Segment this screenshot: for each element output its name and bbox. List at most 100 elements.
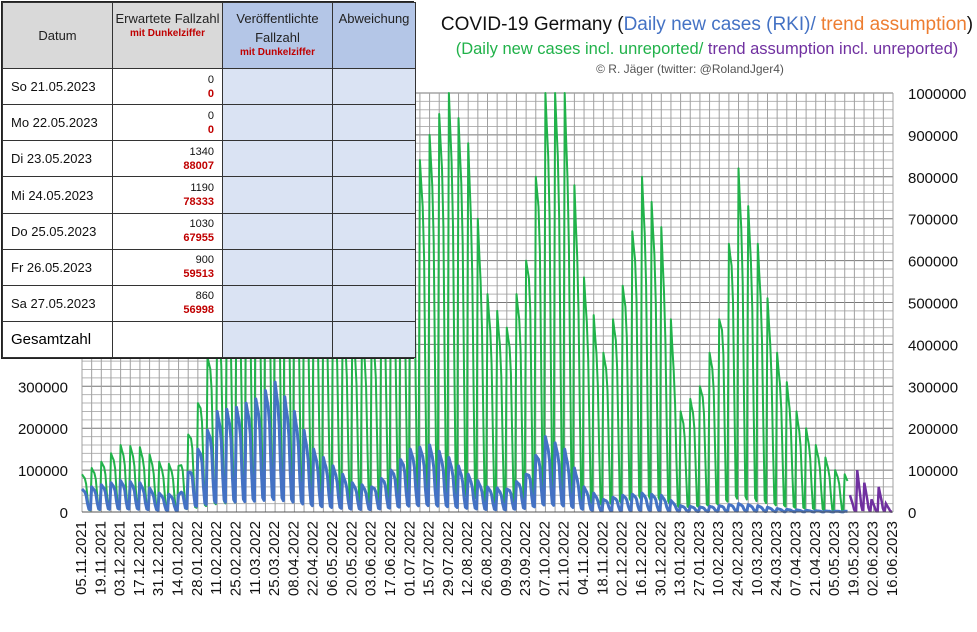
table-row: Mo 22.05.2023 0 0 <box>2 104 416 142</box>
table-row: Mi 24.05.2023 1190 78333 <box>2 176 416 214</box>
y-tick-right: 1000000 <box>908 86 966 103</box>
row-deviation <box>332 140 416 178</box>
row-published <box>222 212 333 250</box>
total-deviation <box>332 320 416 359</box>
row-date: Di 23.05.2023 <box>2 140 113 178</box>
y-tick-right: 900000 <box>908 128 958 145</box>
chart-title-part: Daily new cases (RKI)/ <box>624 14 817 35</box>
x-tick-label: 02.12.2022 <box>614 521 631 596</box>
chart-title-part: trend assumption <box>816 14 967 35</box>
row-expected-dark: 67955 <box>183 232 214 245</box>
row-published <box>222 248 333 286</box>
total-label: Gesamtzahl <box>2 320 113 359</box>
x-tick-label: 26.08.2022 <box>479 521 496 596</box>
row-deviation <box>332 68 416 106</box>
row-published <box>222 140 333 178</box>
x-tick-label: 05.11.2021 <box>73 521 90 595</box>
x-tick-label: 31.12.2021 <box>150 521 167 596</box>
y-tick-left: 200000 <box>18 421 68 438</box>
x-tick-label: 08.04.2022 <box>285 521 302 596</box>
chart-title-part: COVID-19 Germany ( <box>441 14 624 35</box>
row-deviation <box>332 212 416 250</box>
row-expected: 900 59513 <box>112 248 223 286</box>
row-published <box>222 176 333 214</box>
chart-subtitle-part: trend assumption incl. unreported <box>703 40 952 58</box>
x-tick-label: 25.03.2022 <box>266 521 283 596</box>
row-expected: 1190 78333 <box>112 176 223 214</box>
row-expected-dark: 0 <box>207 87 214 100</box>
row-expected-rki: 1030 <box>189 218 214 231</box>
x-tick-label: 02.06.2023 <box>865 521 882 596</box>
x-tick-label: 24.02.2023 <box>730 521 747 596</box>
row-expected-rki: 900 <box>195 254 214 267</box>
row-deviation <box>332 104 416 142</box>
x-tick-label: 17.06.2022 <box>382 521 399 596</box>
x-tick-label: 01.07.2022 <box>401 521 418 596</box>
x-tick-label: 25.02.2022 <box>227 521 244 596</box>
x-tick-label: 14.01.2022 <box>170 521 187 596</box>
x-tick-label: 03.06.2022 <box>363 521 380 596</box>
row-published <box>222 284 333 322</box>
total-published <box>222 320 333 359</box>
x-tick-label: 05.05.2023 <box>826 521 843 596</box>
chart-subtitle-part: Daily new cases incl. unreported/ <box>461 40 704 58</box>
y-tick-right: 0 <box>908 505 916 522</box>
x-tick-label: 15.07.2022 <box>421 521 438 596</box>
row-deviation <box>332 284 416 322</box>
row-date: Do 25.05.2023 <box>2 212 113 250</box>
x-tick-label: 21.04.2023 <box>807 521 824 596</box>
x-tick-label: 04.11.2022 <box>575 521 592 595</box>
row-date: Mo 22.05.2023 <box>2 104 113 142</box>
row-expected-rki: 1340 <box>189 145 214 158</box>
x-tick-label: 30.12.2022 <box>652 521 669 596</box>
y-tick-right: 200000 <box>908 421 958 438</box>
y-tick-left: 0 <box>60 505 68 522</box>
x-tick-label: 27.01.2023 <box>691 521 708 596</box>
row-expected-rki: 1190 <box>190 182 214 194</box>
table-row: Do 25.05.2023 1030 67955 <box>2 212 416 250</box>
x-tick-label: 21.10.2022 <box>556 521 573 596</box>
x-tick-label: 20.05.2022 <box>343 521 360 596</box>
row-expected-dark: 59513 <box>183 268 214 281</box>
row-expected-rki: 860 <box>195 290 214 303</box>
row-published <box>222 68 333 106</box>
table-row: Di 23.05.2023 1340 88007 <box>2 140 416 178</box>
x-tick-label: 03.12.2021 <box>112 521 129 596</box>
row-expected: 1030 67955 <box>112 212 223 250</box>
series-rki-line <box>80 380 848 514</box>
y-tick-left: 100000 <box>18 463 68 480</box>
y-tick-right: 400000 <box>908 337 958 354</box>
forecast-table: Datum Erwartete Fallzahl mit Dunkelziffer… <box>1 1 416 359</box>
x-tick-label: 29.07.2022 <box>440 521 457 596</box>
row-expected: 1340 88007 <box>112 140 223 178</box>
chart-title: COVID-19 Germany (Daily new cases (RKI)/… <box>441 14 973 35</box>
y-tick-right: 300000 <box>908 379 958 396</box>
x-tick-label: 16.06.2023 <box>884 521 901 596</box>
x-tick-label: 06.05.2022 <box>324 521 341 596</box>
x-tick-label: 11.03.2022 <box>247 521 264 595</box>
table-row: So 21.05.2023 0 0 <box>2 68 416 106</box>
x-tick-label: 23.09.2022 <box>517 521 534 596</box>
x-tick-label: 09.09.2022 <box>498 521 515 596</box>
row-date: Sa 27.05.2023 <box>2 284 113 322</box>
total-expected <box>112 320 223 359</box>
x-tick-label: 17.12.2021 <box>131 521 148 596</box>
row-expected-dark: 0 <box>207 123 214 136</box>
y-tick-right: 600000 <box>908 254 958 271</box>
y-tick-left: 300000 <box>18 379 68 396</box>
row-expected: 860 56998 <box>112 284 223 322</box>
x-tick-label: 19.11.2021 <box>92 521 109 595</box>
row-date: So 21.05.2023 <box>2 68 113 106</box>
x-tick-label: 24.03.2023 <box>768 521 785 596</box>
x-tick-label: 13.01.2023 <box>672 521 689 596</box>
table-row: Sa 27.05.2023 860 56998 <box>2 284 416 322</box>
x-tick-label: 10.03.2023 <box>749 521 766 596</box>
chart-subtitle-part: ) <box>953 40 959 58</box>
y-tick-right: 100000 <box>908 463 958 480</box>
table-row: Fr 26.05.2023 900 59513 <box>2 248 416 286</box>
row-expected-rki: 0 <box>207 73 214 86</box>
x-tick-label: 07.10.2022 <box>536 521 553 596</box>
x-tick-label: 18.11.2022 <box>594 521 611 595</box>
